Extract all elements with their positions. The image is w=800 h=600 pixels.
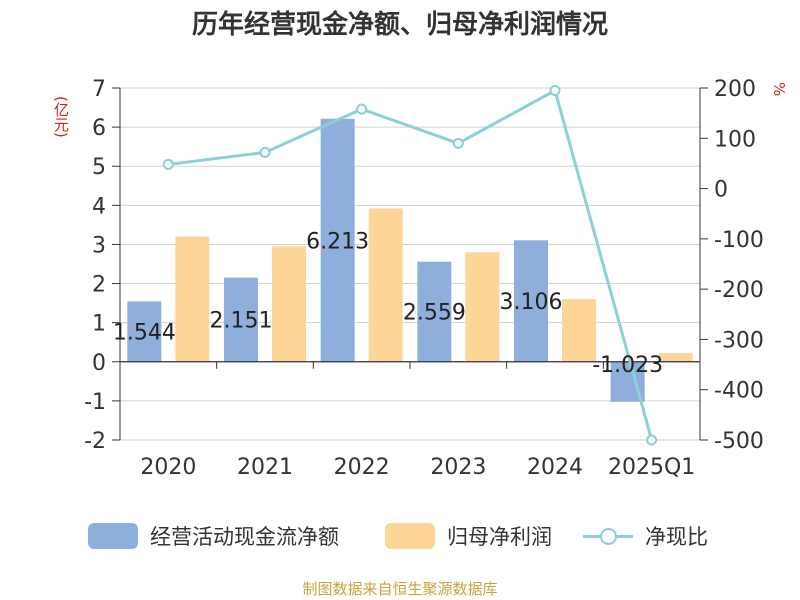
data-label-cashflow: 1.544 xyxy=(113,321,176,346)
legend: 经营活动现金流净额 归母净利润 净现比 xyxy=(0,518,800,554)
right-tick-label: -200 xyxy=(714,278,764,303)
legend-swatch-cashflow xyxy=(88,523,138,549)
bar-cashflow xyxy=(224,277,258,362)
left-tick-label: 2 xyxy=(92,273,106,298)
bar-cashflow xyxy=(320,118,355,362)
category-label: 2022 xyxy=(334,455,390,480)
line-point-ratio xyxy=(162,158,174,170)
category-label: 2024 xyxy=(527,455,583,480)
category-label: 2025Q1 xyxy=(608,455,695,480)
left-tick-label: 0 xyxy=(92,351,106,376)
left-tick-label: -2 xyxy=(84,429,106,454)
data-label-cashflow: 2.559 xyxy=(403,301,466,326)
chart-title: 历年经营现金净额、归母净利润情况 xyxy=(191,10,608,40)
right-tick-label: 200 xyxy=(714,77,756,102)
left-axis-unit: (亿元) xyxy=(52,96,70,138)
bar-cashflow xyxy=(127,301,162,362)
legend-item-netprofit[interactable]: 归母净利润 xyxy=(385,518,552,554)
line-ratio xyxy=(168,88,654,441)
left-tick-label: 5 xyxy=(92,155,106,180)
data-label-cashflow: -1.023 xyxy=(592,353,663,378)
left-tick-label: 7 xyxy=(92,77,106,102)
right-axis-unit: % xyxy=(770,82,788,97)
left-tick-label: 6 xyxy=(92,116,106,141)
bar-netprofit xyxy=(272,246,306,362)
line-point-ratio xyxy=(646,434,658,446)
legend-swatch-netprofit xyxy=(385,523,435,549)
bar-netprofit xyxy=(658,353,693,362)
left-tick-label: 1 xyxy=(92,312,106,337)
legend-label-netprofit: 归母净利润 xyxy=(447,525,552,549)
bar-cashflow xyxy=(417,261,452,362)
legend-label-cashflow: 经营活动现金流净额 xyxy=(150,525,339,549)
line-point-ratio xyxy=(356,103,368,115)
data-label-cashflow: 3.106 xyxy=(500,290,563,315)
bar-netprofit xyxy=(368,208,403,362)
line-point-ratio xyxy=(452,137,464,149)
line-point-ratio xyxy=(549,85,561,97)
category-label: 2020 xyxy=(140,455,196,480)
right-tick-label: 0 xyxy=(714,178,728,203)
bar-netprofit xyxy=(465,252,500,362)
bar-netprofit xyxy=(562,299,596,362)
right-tick-label: -400 xyxy=(714,379,764,404)
right-tick-label: -100 xyxy=(714,228,764,253)
bar-netprofit xyxy=(175,236,210,362)
category-label: 2023 xyxy=(430,455,486,480)
legend-item-ratio[interactable]: 净现比 xyxy=(583,518,708,554)
right-tick-label: -500 xyxy=(714,429,764,454)
right-tick-label: -300 xyxy=(714,328,764,353)
left-tick-label: -1 xyxy=(84,390,106,415)
data-label-cashflow: 6.213 xyxy=(306,229,369,254)
legend-label-ratio: 净现比 xyxy=(645,525,708,549)
legend-line-ratio xyxy=(583,523,633,549)
source-footer: 制图数据来自恒生聚源数据库 xyxy=(302,580,498,598)
left-tick-label: 4 xyxy=(92,194,106,219)
right-tick-label: 100 xyxy=(714,127,756,152)
data-label-cashflow: 2.151 xyxy=(210,309,273,334)
line-point-ratio xyxy=(259,146,271,158)
legend-item-cashflow[interactable]: 经营活动现金流净额 xyxy=(88,518,339,554)
bar-cashflow xyxy=(514,240,548,362)
left-tick-label: 3 xyxy=(92,233,106,258)
category-label: 2021 xyxy=(237,455,293,480)
